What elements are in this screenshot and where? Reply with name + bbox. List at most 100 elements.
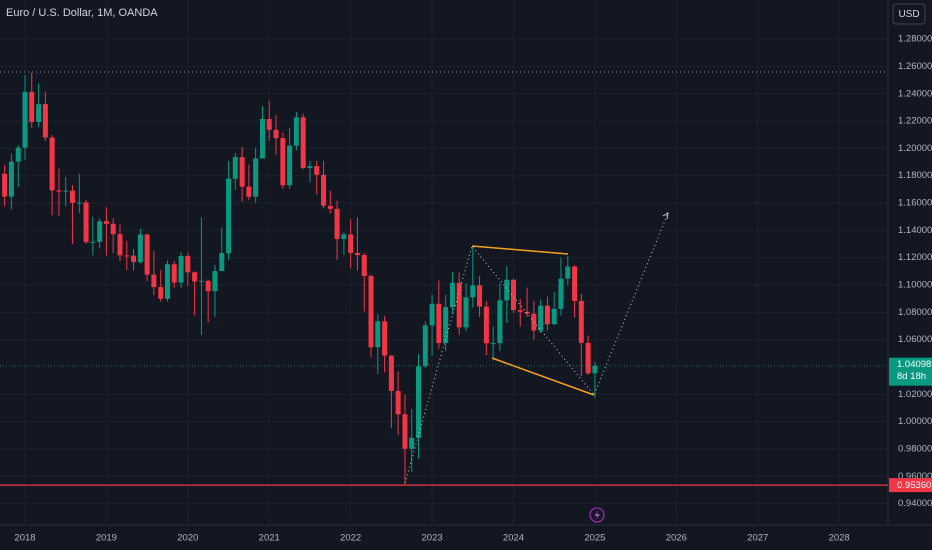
x-tick-label: 2022 <box>340 533 361 544</box>
candle-body <box>253 158 259 197</box>
lower-trendline <box>491 357 595 396</box>
candle-body <box>483 306 489 344</box>
candle-body <box>63 190 69 192</box>
candle-body <box>178 255 184 283</box>
candle-body <box>69 190 75 203</box>
candle-body <box>171 264 177 283</box>
candle-body <box>504 279 510 301</box>
candle-body <box>192 272 198 282</box>
event-icon-bolt <box>594 510 600 521</box>
candle-body <box>558 278 564 309</box>
countdown-label: 8d 18h <box>897 371 926 382</box>
candle-body <box>8 161 14 197</box>
candle-body <box>456 282 462 328</box>
candle-body <box>388 355 394 391</box>
candle-body <box>551 308 557 325</box>
candle-body <box>212 271 218 292</box>
y-tick-label: 1.08000 <box>898 307 932 318</box>
candle-body <box>144 234 150 275</box>
x-tick-label: 2026 <box>666 533 687 544</box>
y-tick-label: 1.06000 <box>898 334 932 345</box>
candle-body <box>287 145 293 186</box>
last-price-tag <box>889 357 932 386</box>
y-tick-label: 1.26000 <box>898 61 932 72</box>
candle-body <box>239 157 245 187</box>
candle-body <box>565 266 571 279</box>
candle-body <box>490 343 496 345</box>
candle-body <box>2 173 8 197</box>
candle-body <box>246 186 252 197</box>
candle-body <box>307 166 313 168</box>
y-tick-label: 1.24000 <box>898 88 932 99</box>
axes: 1.28000 1.26000 1.24000 1.22000 1.20000 1.180… <box>0 34 932 544</box>
candle-body <box>321 174 327 206</box>
y-tick-label: 0.98000 <box>898 444 932 455</box>
x-tick-label: 2018 <box>14 533 35 544</box>
candle-body <box>198 280 204 282</box>
candle-body <box>544 305 550 325</box>
chart-title: Euro / U.S. Dollar, 1M, OANDA <box>6 7 158 19</box>
currency-label[interactable]: USD <box>898 9 919 20</box>
candle-body <box>300 117 306 168</box>
candle-body <box>29 91 35 123</box>
projection-arrow <box>662 212 669 220</box>
candle-body <box>103 221 109 224</box>
candle-body <box>110 223 116 235</box>
candle-body <box>354 252 360 256</box>
x-tick-label: 2020 <box>177 533 198 544</box>
candle-body <box>293 117 299 146</box>
candle-body <box>375 321 381 348</box>
y-tick-label: 1.10000 <box>898 280 932 291</box>
drawings <box>404 212 669 484</box>
candle-body <box>368 275 374 348</box>
candle-body <box>90 241 96 243</box>
candle-body <box>137 234 143 263</box>
candle-body <box>443 307 449 343</box>
candle-body <box>232 157 238 179</box>
candle-body <box>517 310 523 312</box>
candle-body <box>327 205 333 209</box>
y-tick-label: 1.20000 <box>898 143 932 154</box>
candle-body <box>395 390 401 415</box>
event-icon[interactable] <box>589 507 605 523</box>
price-line-label: 0.95360 <box>897 480 931 491</box>
x-tick-label: 2027 <box>747 533 768 544</box>
y-tick-label: 1.00000 <box>898 416 932 427</box>
candle-body <box>273 129 279 139</box>
grid <box>0 0 888 525</box>
y-tick-label: 0.96000 <box>898 471 932 482</box>
candle-body <box>76 202 82 204</box>
x-tick-label: 2025 <box>584 533 605 544</box>
y-tick-label: 1.02000 <box>898 389 932 400</box>
y-tick-label: 1.12000 <box>898 252 932 263</box>
candle-body <box>117 234 123 256</box>
candle-body <box>572 266 578 301</box>
candle-body <box>449 282 455 308</box>
candle-body <box>151 274 157 288</box>
candle-body <box>415 366 421 438</box>
candle-body <box>538 305 544 331</box>
candle-body <box>185 255 191 273</box>
candle-body <box>348 234 354 253</box>
candle-body <box>205 280 211 292</box>
y-tick-label: 1.14000 <box>898 225 932 236</box>
candle-body <box>361 255 367 276</box>
candle-body <box>429 303 435 326</box>
candle-body <box>409 437 415 449</box>
candle-body <box>42 104 48 138</box>
candle-body <box>382 321 388 356</box>
candle-body <box>314 166 320 175</box>
x-tick-label: 2023 <box>422 533 443 544</box>
candle-body <box>436 303 442 343</box>
currency-button[interactable] <box>892 3 926 25</box>
candle-body <box>259 119 265 159</box>
y-tick-label: 1.22000 <box>898 116 932 127</box>
candle-body <box>422 325 428 367</box>
candle-body <box>219 253 225 272</box>
y-tick-label: 1.28000 <box>898 34 932 45</box>
candle-body <box>470 285 476 298</box>
y-tick-label: 1.18000 <box>898 170 932 181</box>
x-tick-label: 2019 <box>96 533 117 544</box>
